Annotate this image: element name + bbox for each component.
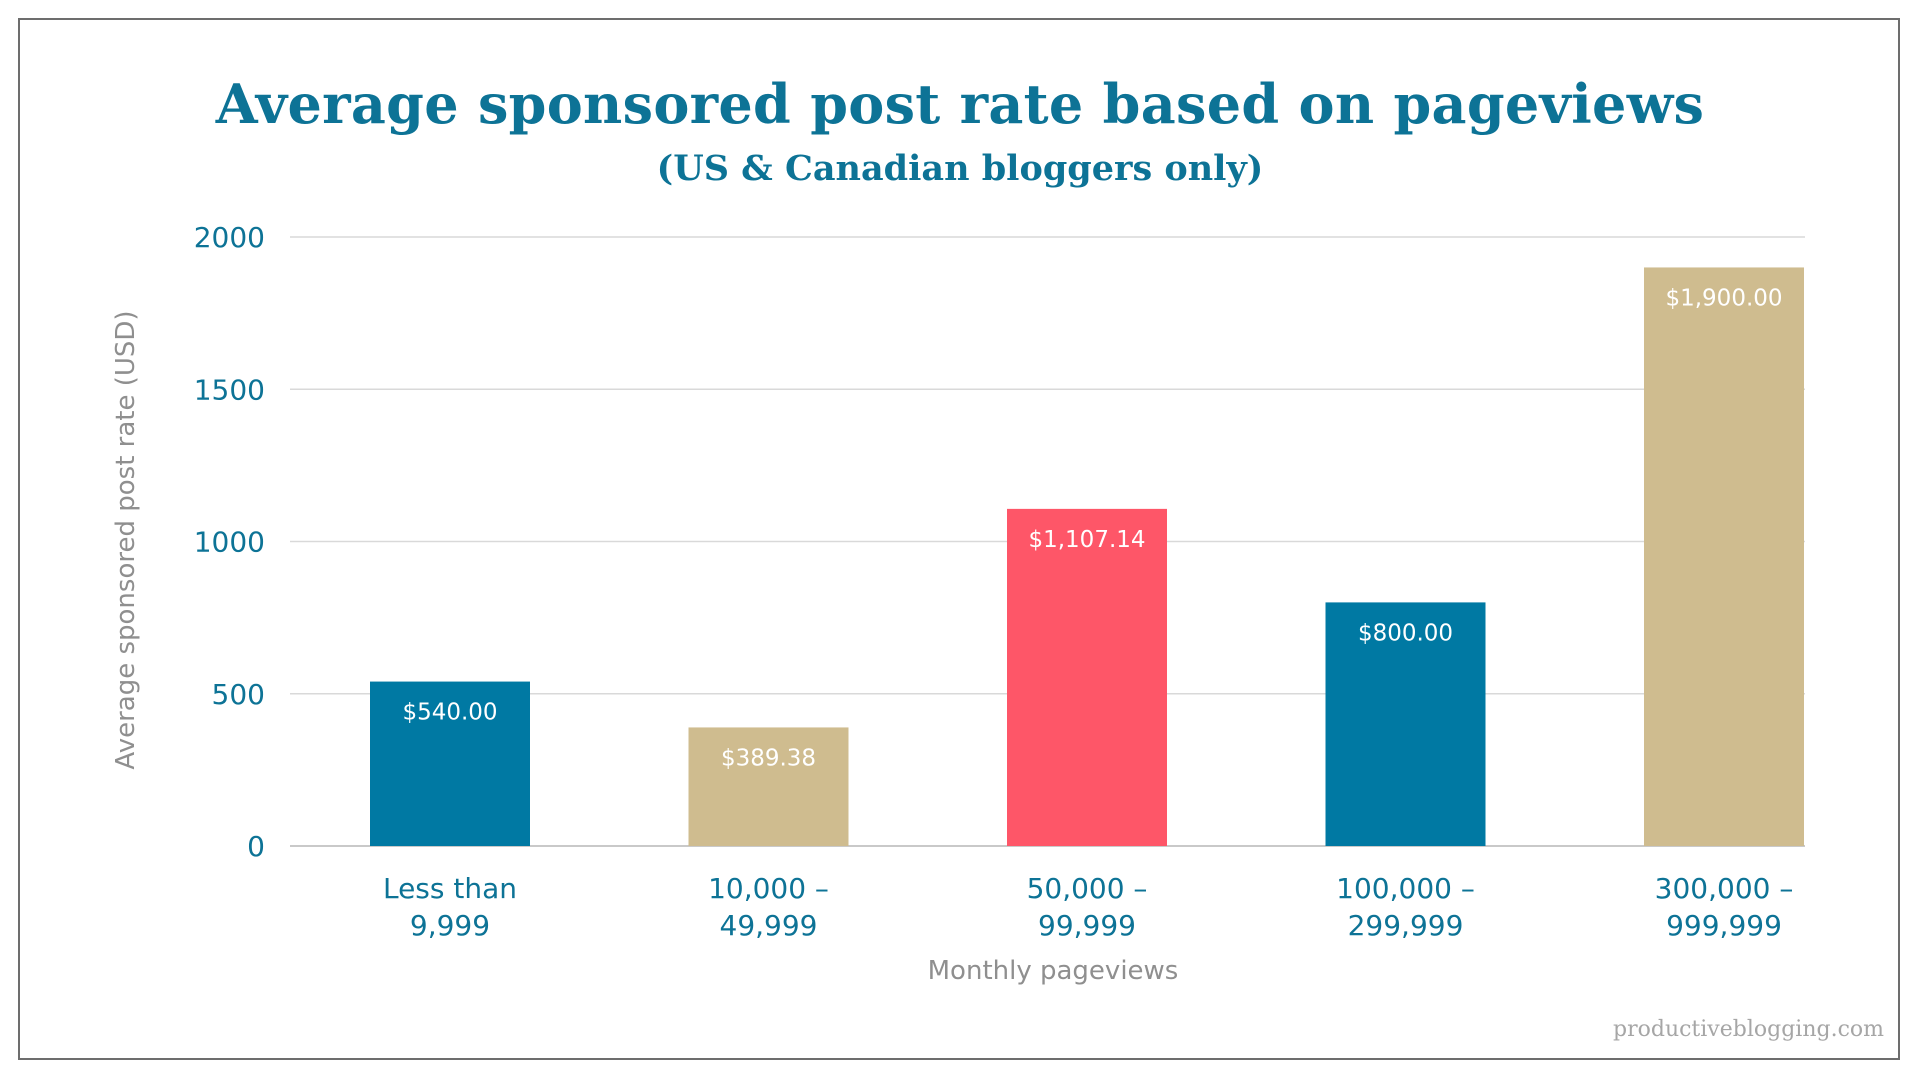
x-axis-categories: Less than 9,999 10,000 –49,999 50,000 –99,9…	[383, 872, 1793, 942]
data-label: $1,900.00	[1665, 285, 1782, 311]
y-tick-label: 500	[212, 678, 265, 711]
bar	[370, 681, 530, 846]
y-tick-label: 1000	[194, 526, 265, 559]
data-label: $800.00	[1358, 620, 1453, 646]
chart-title: Average sponsored post rate based on pag…	[215, 72, 1705, 136]
bar	[1007, 508, 1167, 846]
y-axis-ticks: 0 500 1000 1500 2000	[194, 221, 265, 863]
x-axis-title: Monthly pageviews	[928, 956, 1179, 986]
watermark: productiveblogging.com	[1613, 1017, 1884, 1042]
x-category-label: Less than 9,999	[383, 872, 517, 942]
x-category-label: 10,000 –49,999	[708, 872, 829, 942]
bars	[370, 267, 1804, 846]
bar	[1644, 267, 1804, 846]
x-category-label: 300,000 –999,999	[1655, 872, 1794, 942]
chart-frame	[18, 18, 1900, 1060]
data-label: $1,107.14	[1028, 527, 1145, 553]
bar	[688, 727, 849, 846]
x-category-label: 50,000 –99,999	[1027, 872, 1148, 942]
y-tick-label: 1500	[194, 373, 265, 406]
y-tick-label: 2000	[194, 221, 265, 254]
data-labels: $540.00 $389.38 $1,107.14 $800.00 $1,900.00	[402, 285, 1782, 771]
bar	[1325, 602, 1486, 846]
y-tick-label: 0	[247, 830, 265, 863]
data-label: $540.00	[402, 700, 497, 726]
chart-subtitle: (US & Canadian bloggers only)	[656, 148, 1264, 189]
y-axis-title: Average sponsored post rate (USD)	[111, 310, 141, 769]
data-label: $389.38	[721, 745, 816, 771]
x-category-label: 100,000 –299,999	[1336, 872, 1475, 942]
